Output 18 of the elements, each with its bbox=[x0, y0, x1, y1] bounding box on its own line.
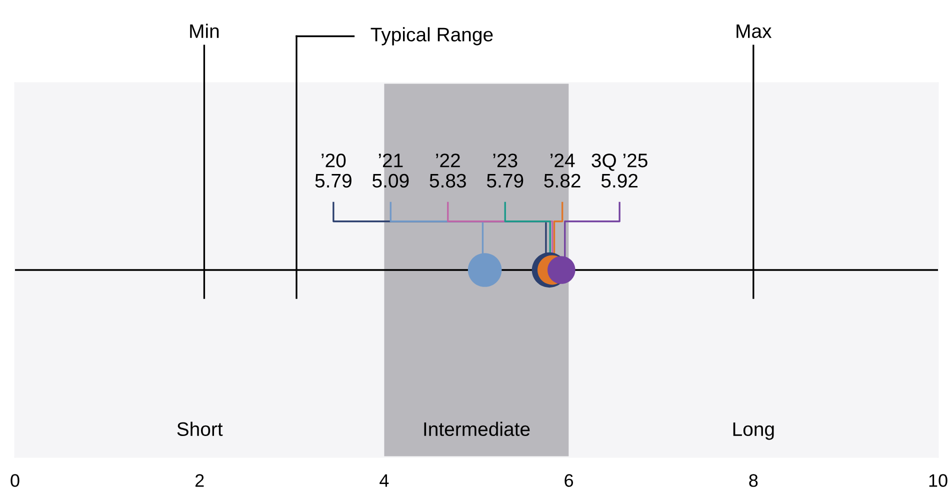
x-tick-label: 6 bbox=[564, 474, 574, 487]
x-tick-label: 2 bbox=[195, 474, 204, 487]
ref-line-label: Max bbox=[736, 24, 772, 38]
annotation: ’22 5.83 bbox=[430, 154, 466, 188]
ref-line-label: Min bbox=[190, 24, 219, 38]
x-tick-label: 4 bbox=[380, 474, 389, 487]
annotation: ’21 5.09 bbox=[372, 154, 409, 188]
annotation: ’23 5.79 bbox=[486, 154, 524, 188]
band-label: Long bbox=[733, 422, 774, 440]
ref-line-label: Typical Range bbox=[370, 27, 493, 46]
annotation: 3Q ’25 5.92 bbox=[592, 154, 648, 188]
annotation: ’24 5.82 bbox=[544, 154, 580, 188]
annotation: ’20 5.79 bbox=[315, 154, 352, 188]
band-label: Short bbox=[177, 422, 223, 436]
x-tick-label: 8 bbox=[749, 474, 758, 487]
x-tick-label: 10 bbox=[929, 474, 948, 487]
band-label: Intermediate bbox=[424, 422, 530, 436]
x-tick-label: 0 bbox=[10, 474, 20, 487]
